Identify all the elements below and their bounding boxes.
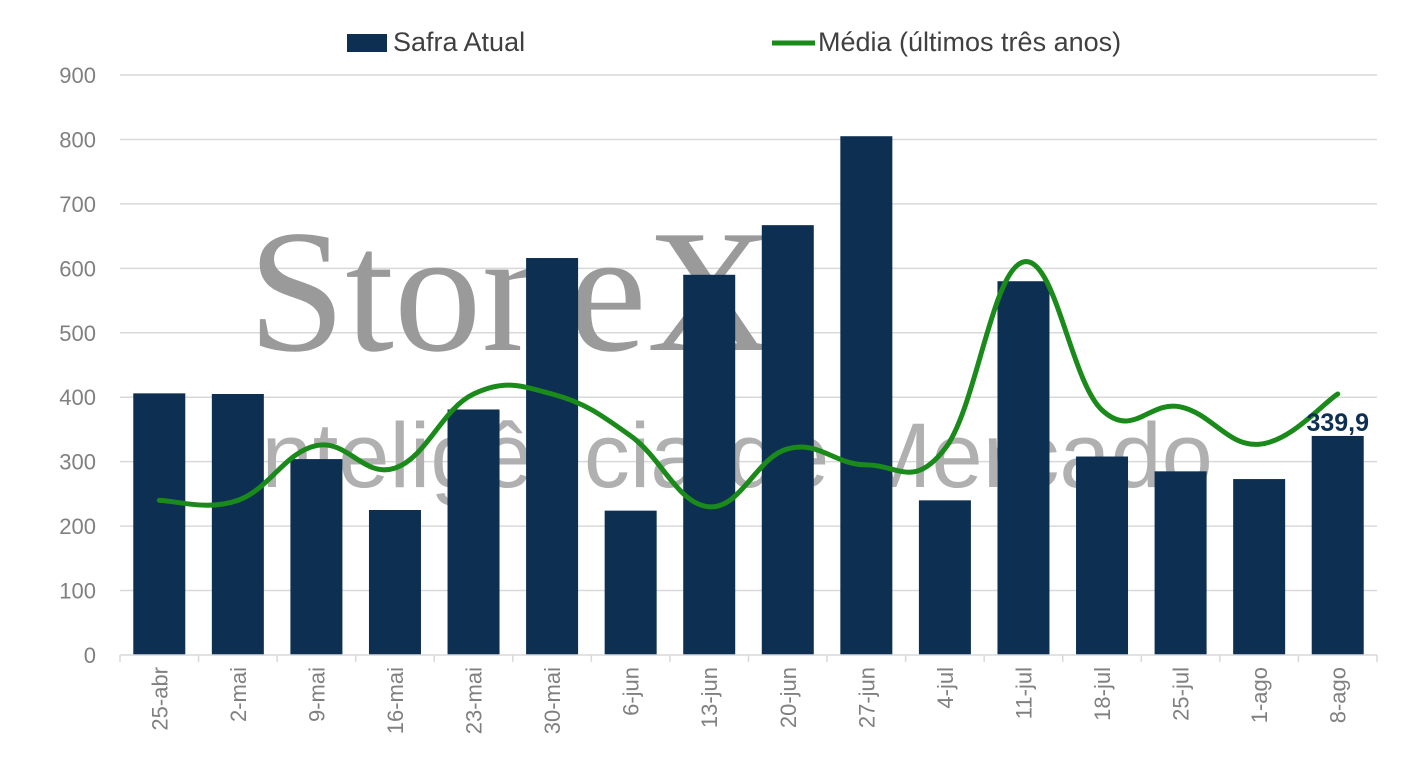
bar — [368, 510, 421, 655]
bar — [761, 225, 814, 655]
y-tick-label: 400 — [59, 385, 96, 410]
y-tick-label: 800 — [59, 127, 96, 152]
x-tick-label: 1-ago — [1247, 667, 1272, 723]
x-tick-label: 25-jul — [1169, 667, 1194, 721]
x-tick-label: 20-jun — [776, 667, 801, 728]
y-tick-label: 0 — [84, 643, 96, 668]
line-series-media — [156, 259, 1341, 510]
y-tick-label: 300 — [59, 450, 96, 475]
bar — [133, 393, 186, 655]
x-tick-label: 25-abr — [147, 667, 172, 731]
bar — [1311, 435, 1364, 655]
y-tick-label: 200 — [59, 514, 96, 539]
bar — [526, 258, 579, 655]
x-tick-label: 9-mai — [304, 667, 329, 722]
x-tick-label: 2-mai — [226, 667, 251, 722]
legend: Safra Atual Média (últimos três anos) — [347, 27, 1121, 57]
axes: 0 100 200 300 400 500 600 700 800 900 25-abr 2-mai 9… — [59, 63, 1378, 734]
x-tick-label: 16-mai — [383, 667, 408, 734]
x-tick-label: 4-jul — [933, 667, 958, 709]
data-label: 339,9 — [1306, 409, 1369, 437]
y-tick-label: 500 — [59, 321, 96, 346]
x-tick-label: 11-jul — [1011, 667, 1036, 719]
bar — [997, 281, 1050, 655]
bar — [918, 500, 971, 655]
bar — [683, 274, 736, 655]
bar — [447, 409, 500, 655]
y-tick-label: 700 — [59, 192, 96, 217]
x-tick-label: 8-ago — [1326, 667, 1351, 723]
x-tick-label: 23-mai — [462, 667, 487, 734]
line-media — [156, 259, 1341, 510]
legend-line-label: Média (últimos três anos) — [818, 27, 1121, 57]
bar — [1154, 471, 1207, 655]
bar — [840, 136, 893, 655]
x-tick-label: 13-jun — [697, 667, 722, 728]
bar — [290, 459, 343, 655]
bar — [211, 394, 264, 655]
bars-safra-atual — [133, 136, 1364, 655]
y-tick-label: 900 — [59, 63, 96, 88]
legend-bar-swatch — [347, 34, 387, 52]
y-tick-label: 100 — [59, 579, 96, 604]
x-tick-label: 27-jun — [854, 667, 879, 728]
x-tick-label: 30-mai — [540, 667, 565, 734]
y-tick-label: 600 — [59, 256, 96, 281]
x-tick-label: 18-jul — [1090, 667, 1115, 721]
bar — [1076, 456, 1129, 655]
legend-bar-label: Safra Atual — [393, 27, 525, 57]
data-labels: 339,9 — [1306, 409, 1369, 437]
bar — [604, 510, 657, 655]
x-tick-label: 6-jun — [619, 667, 644, 716]
bar — [1233, 479, 1286, 655]
